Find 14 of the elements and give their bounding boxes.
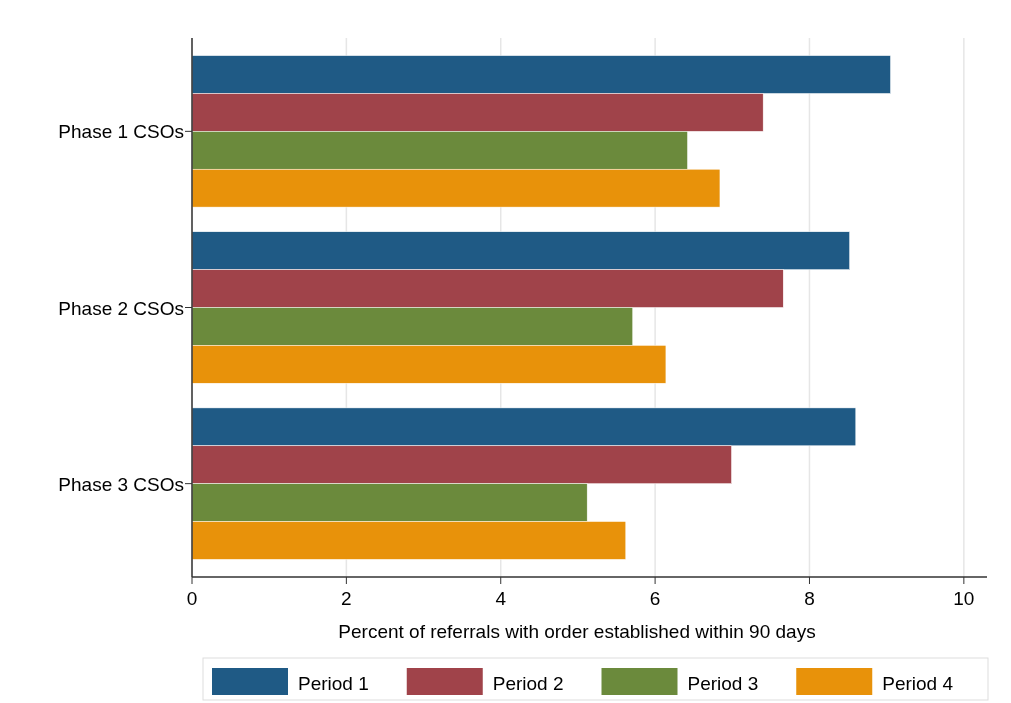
y-tick-label: Phase 1 CSOs xyxy=(58,121,184,143)
x-tick-label: 6 xyxy=(649,588,661,609)
legend-label: Period 1 xyxy=(298,673,369,694)
y-tick-label: Phase 2 CSOs xyxy=(58,297,184,319)
x-tick-label: 2 xyxy=(341,588,352,609)
y-tick-label: Phase 3 CSOs xyxy=(58,473,184,495)
legend-label: Period 2 xyxy=(492,673,564,694)
x-tick-label: 10 xyxy=(953,588,975,609)
x-axis-title: Percent of referrals with order established within 90 days xyxy=(338,621,816,642)
legend-label: Period 4 xyxy=(882,673,954,694)
x-tick-label: 8 xyxy=(804,588,815,609)
x-tick-label: 0 xyxy=(186,588,198,609)
x-tick-label: 4 xyxy=(495,588,507,609)
legend-label: Period 3 xyxy=(687,673,759,694)
